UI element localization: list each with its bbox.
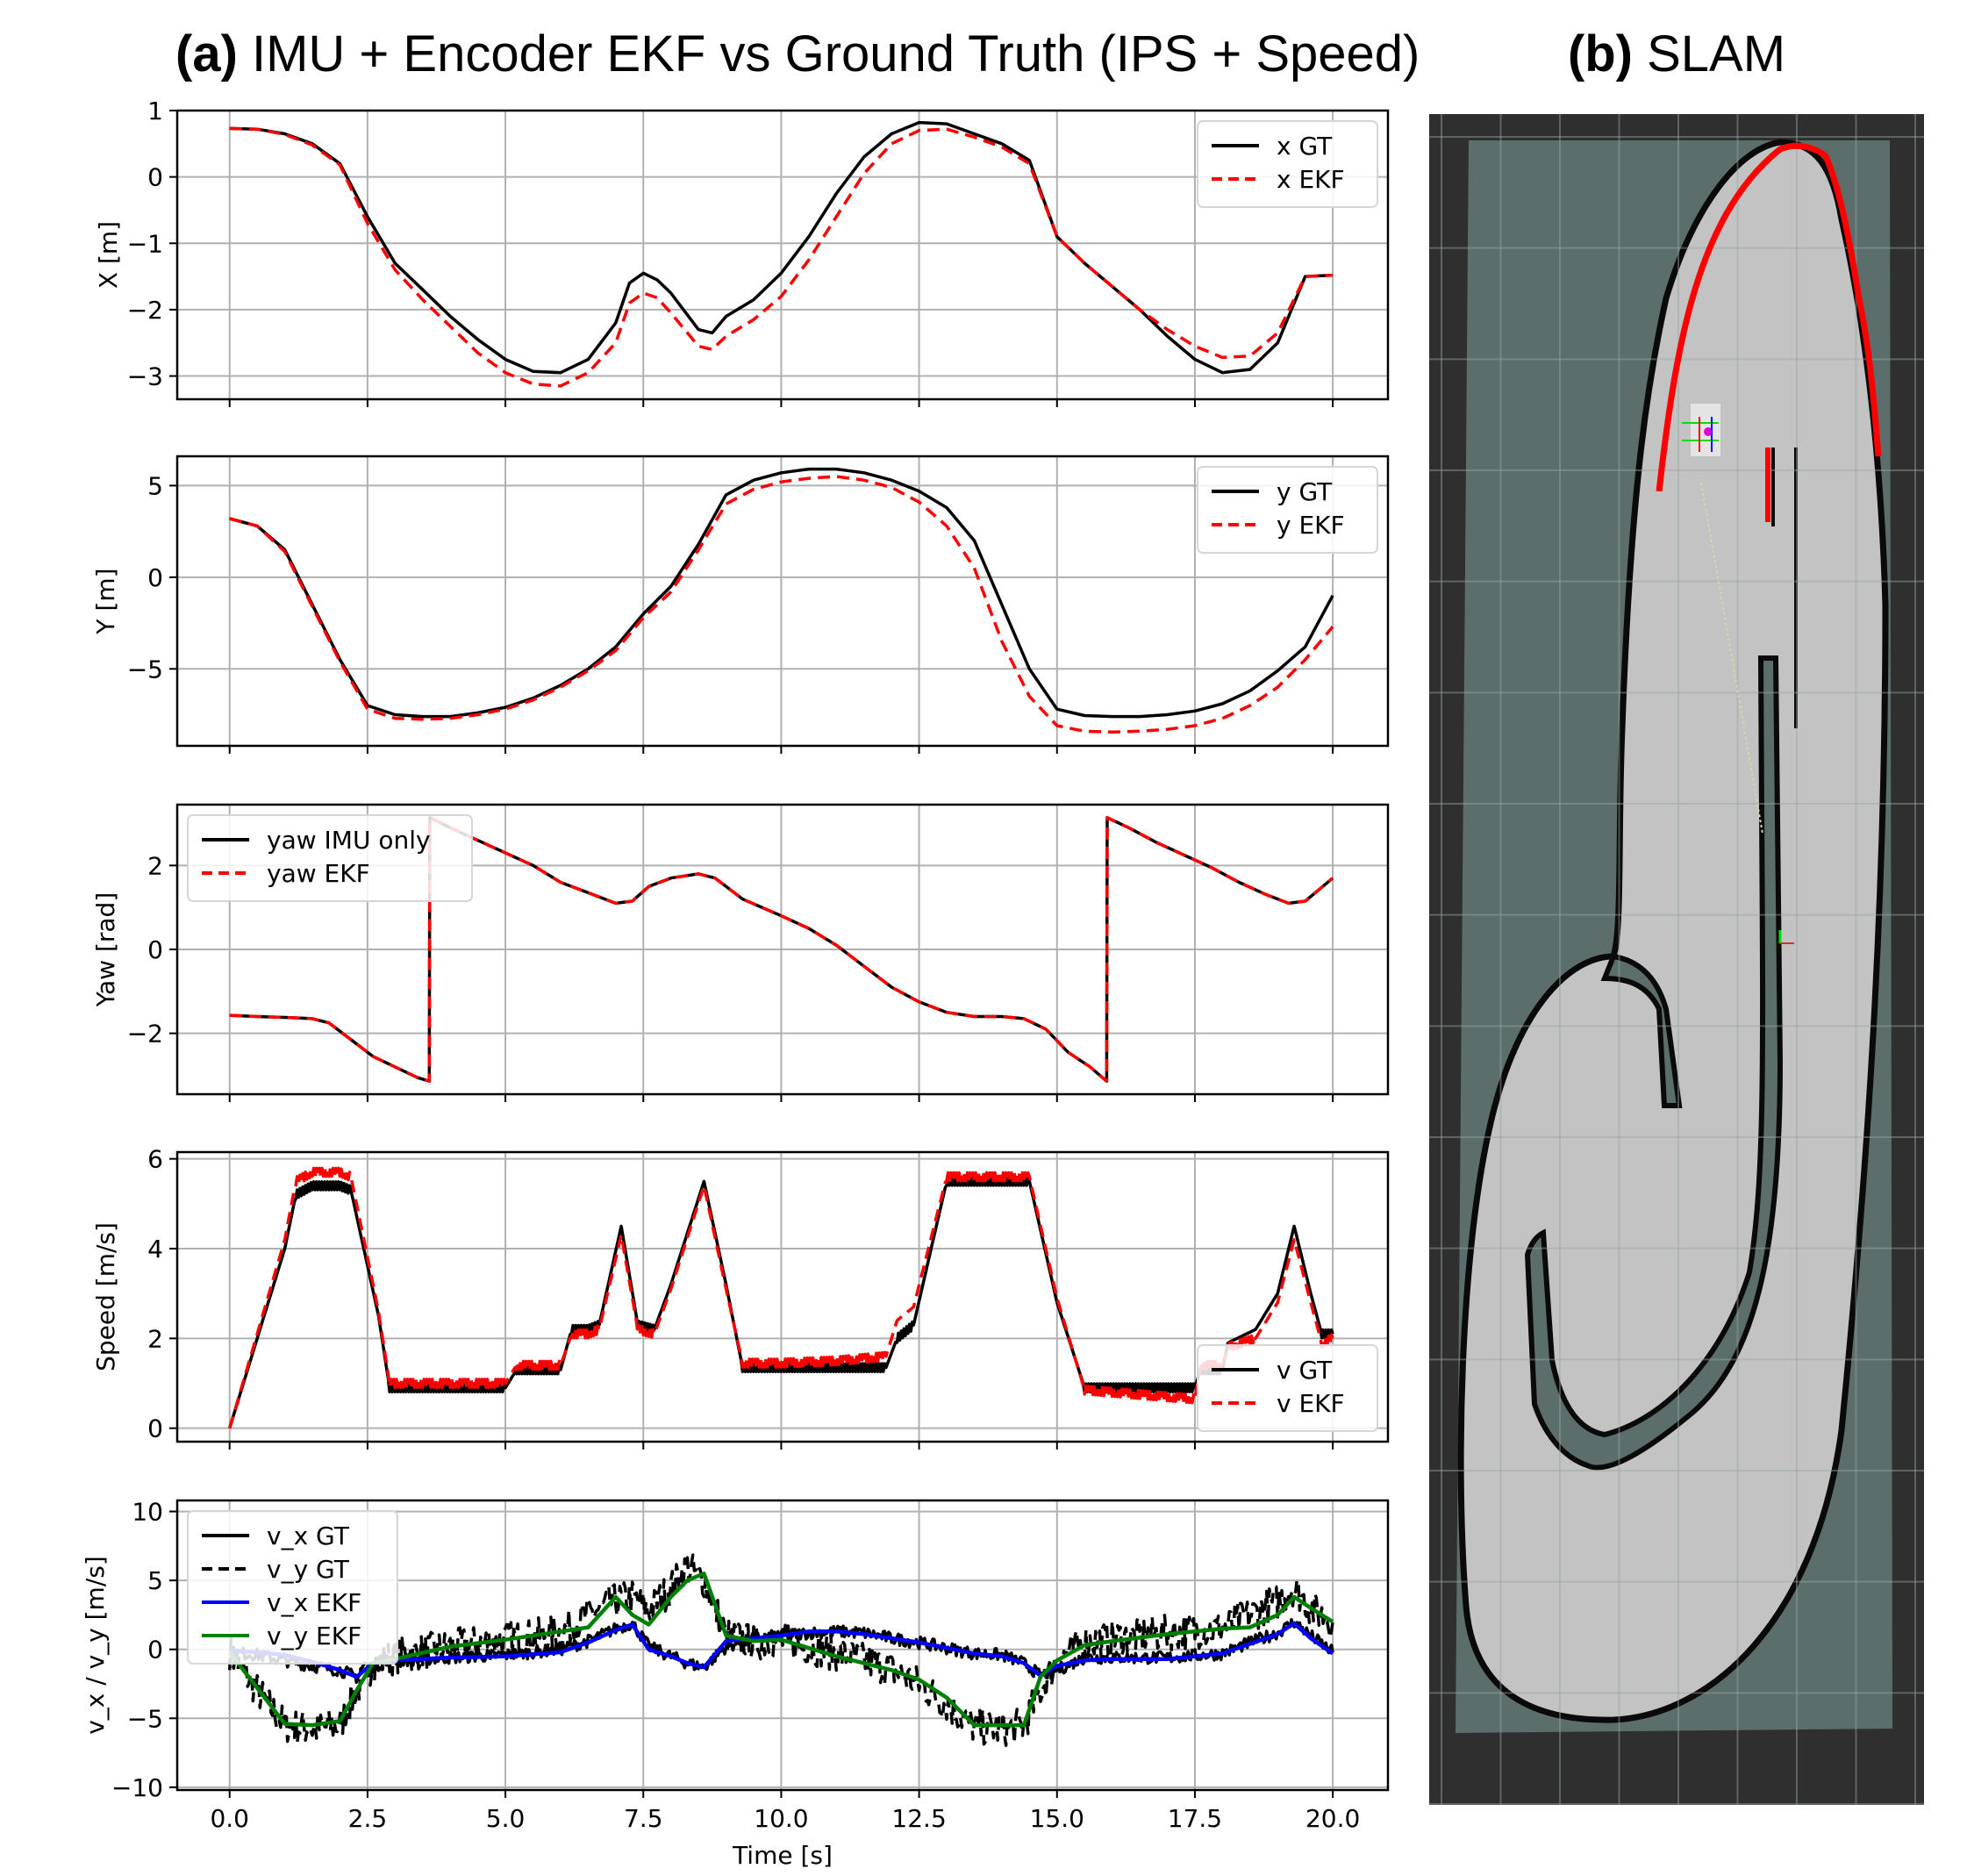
y-tick-label: −2 <box>127 296 163 325</box>
panel-a-title: (a) IMU + Encoder EKF vs Ground Truth (I… <box>175 25 1420 83</box>
panel-b-title-text: SLAM <box>1633 25 1786 82</box>
legend-label: v_y GT <box>267 1555 350 1584</box>
y-tick-label: 10 <box>132 1498 163 1527</box>
x-tick-label: 15.0 <box>1030 1804 1084 1833</box>
legend-label: v GT <box>1277 1356 1333 1385</box>
series-v-x-gt <box>229 1618 1334 1685</box>
subplot-x: 1 0 −1 −2 −3 X [m] x GT x EKF <box>94 97 1390 407</box>
panel-b-title: (b) SLAM <box>1429 25 1924 83</box>
y-tick-label: 2 <box>147 851 163 880</box>
legend: y GT y EKF <box>1197 466 1378 554</box>
legend-label: yaw EKF <box>267 859 370 888</box>
series-y-gt <box>229 467 1334 719</box>
axes-frame <box>175 1150 1390 1443</box>
robot-marker-icon <box>1682 404 1720 456</box>
x-tick-label: 12.5 <box>891 1804 946 1833</box>
panel-b-label: (b) <box>1567 25 1633 82</box>
x-tick-label: 7.5 <box>624 1804 663 1833</box>
panel-a-label: (a) <box>175 25 238 82</box>
y-tick-label: −10 <box>111 1773 163 1802</box>
axes-frame <box>175 109 1390 401</box>
legend: v_x GT v_y GT v_x EKF v_y EKF <box>187 1510 398 1665</box>
robot-tf-icon <box>1778 930 1794 944</box>
legend-label: v_x GT <box>267 1522 350 1550</box>
series-group <box>229 120 1334 388</box>
y-tick-label: −5 <box>127 655 163 684</box>
series-group <box>228 1166 1334 1429</box>
legend-label: v_x EKF <box>267 1588 361 1617</box>
subplot-vxvy: 10 5 0 −5 −10 0.0 2.5 5.0 7.5 10.0 12.5 15.0 17.5 20.… <box>81 1498 1390 1870</box>
legend-label: yaw IMU only <box>267 826 431 855</box>
panel-a-title-text: IMU + Encoder EKF vs Ground Truth (IPS +… <box>237 25 1420 82</box>
x-tick-label: 10.0 <box>754 1804 808 1833</box>
slam-hook-corridor <box>1600 953 1683 1108</box>
y-tick-label: 1 <box>147 97 163 125</box>
y-axis-label: Yaw [rad] <box>91 892 120 1008</box>
y-tick-label: −5 <box>127 1704 163 1733</box>
y-tick-label: 5 <box>147 1566 163 1595</box>
legend-label: x GT <box>1277 132 1333 161</box>
x-tick-label: 2.5 <box>348 1804 388 1833</box>
y-tick-label: −3 <box>127 362 163 391</box>
slam-grid <box>1429 114 1924 1805</box>
x-tick-label: 20.0 <box>1305 1804 1360 1833</box>
y-axis-label: X [m] <box>94 221 123 289</box>
y-tick-label: −1 <box>127 229 163 258</box>
y-axis-label: Speed [m/s] <box>91 1222 120 1371</box>
y-tick-label: 0 <box>147 163 163 192</box>
y-axis-label: v_x / v_y [m/s] <box>81 1556 110 1735</box>
legend: yaw IMU only yaw EKF <box>187 814 473 902</box>
series-group <box>229 816 1334 1083</box>
series-x-ekf <box>229 126 1334 388</box>
x-tick-label: 17.5 <box>1168 1804 1222 1833</box>
y-tick-label: 0 <box>147 1414 163 1443</box>
series-v-ekf <box>228 1166 1334 1429</box>
legend: x GT x EKF <box>1197 120 1378 208</box>
slam-scan-trace <box>1656 142 1882 492</box>
slam-map <box>1429 114 1924 1805</box>
legend-label: y EKF <box>1277 511 1345 540</box>
y-tick-label: 2 <box>147 1324 163 1353</box>
slam-free-space <box>1457 139 1889 1723</box>
x-tick-label: 5.0 <box>486 1804 526 1833</box>
x-tick-label: 0.0 <box>210 1804 249 1833</box>
subplot-y: 5 0 −5Y [m] y GT y EKF <box>91 455 1390 754</box>
subplot-speed: 6 4 2 0 Speed [m/s] v GT v EKF <box>91 1145 1390 1450</box>
series-yaw-ekf <box>229 816 1334 1083</box>
legend-label: v_y EKF <box>267 1622 361 1650</box>
axes-frame <box>175 1499 1390 1792</box>
legend-label: v EKF <box>1277 1389 1345 1418</box>
legend-label: y GT <box>1277 477 1333 506</box>
legend-label: x EKF <box>1277 165 1345 194</box>
y-tick-label: −2 <box>127 1020 163 1049</box>
axes-frame <box>175 455 1390 748</box>
y-tick-label: 4 <box>147 1235 163 1264</box>
series-y-ekf <box>229 475 1334 734</box>
y-axis-label: Y [m] <box>91 568 120 634</box>
y-tick-label: 5 <box>147 471 163 500</box>
y-tick-label: 6 <box>147 1145 163 1174</box>
legend: v GT v EKF <box>1197 1344 1378 1432</box>
y-tick-label: 0 <box>147 1636 163 1665</box>
y-tick-label: 0 <box>147 935 163 964</box>
slam-robot-path <box>1700 482 1763 834</box>
slam-inner-corridor <box>1524 655 1784 1471</box>
y-tick-label: 0 <box>147 563 163 592</box>
series-group <box>229 467 1334 734</box>
x-axis-label: Time [s] <box>732 1841 833 1870</box>
